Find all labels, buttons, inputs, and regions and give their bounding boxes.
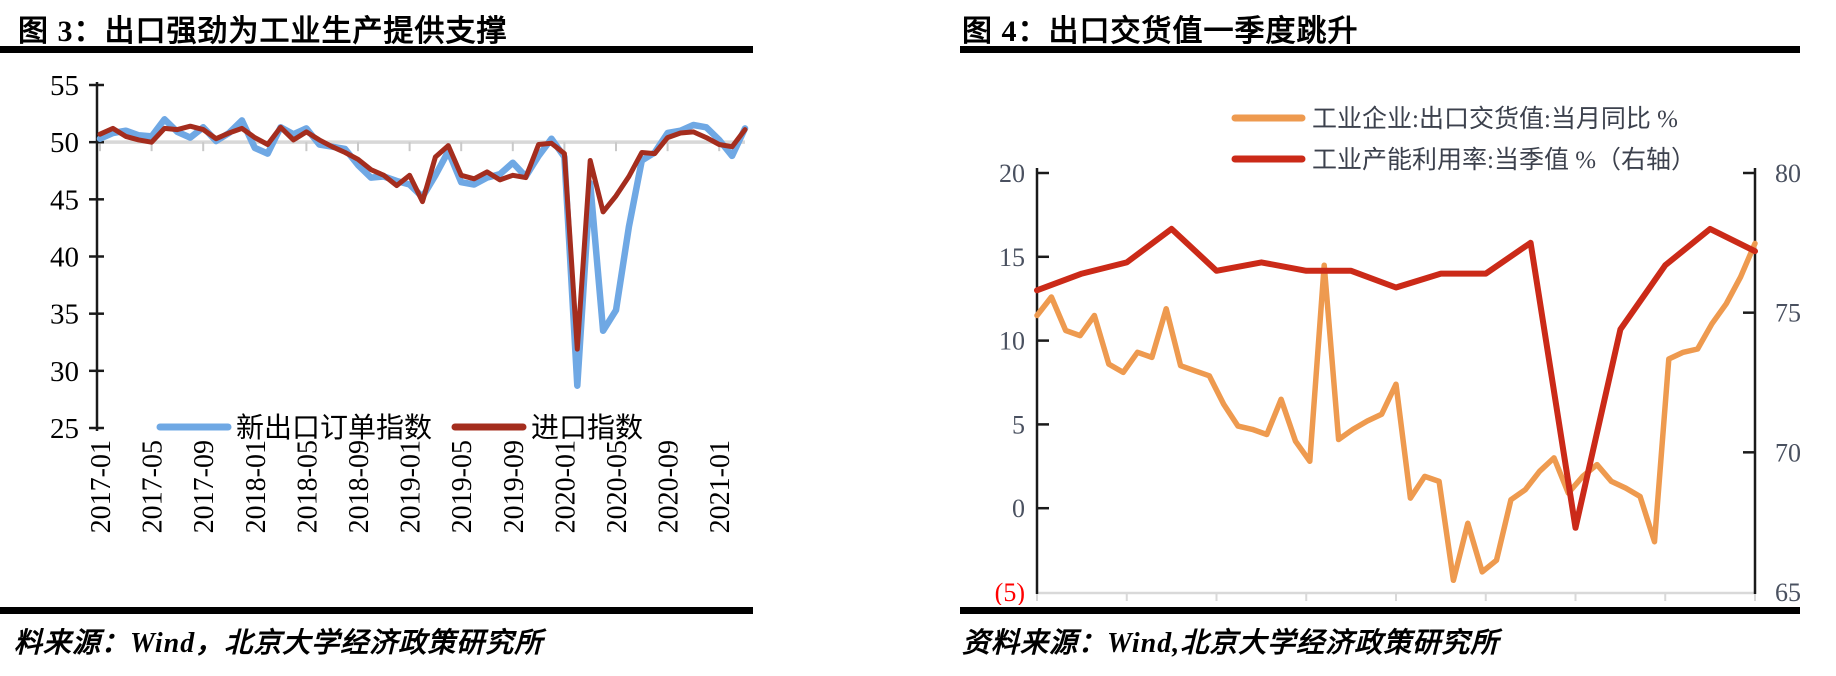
y-tick-label: 45 [50, 184, 79, 216]
y-tick-label: 35 [50, 299, 79, 331]
x-tick-label: 2018-05 [292, 440, 323, 533]
legend-label: 工业产能利用率:当季值 %（右轴） [1312, 146, 1696, 174]
right-y-tick-label: 80 [1775, 159, 1801, 188]
y-tick-label: 55 [50, 70, 79, 102]
x-tick-label: 2017-09 [189, 440, 220, 533]
x-tick-label: 2019-09 [499, 440, 530, 533]
left-y-tick-label: (5) [995, 578, 1025, 605]
series-工业产能利用率:当季值 %（右轴） [1034, 225, 1758, 531]
y-tick-label: 25 [50, 413, 79, 445]
legend-label: 新出口订单指数 [236, 412, 432, 444]
figure-3-bottom-rule [0, 607, 753, 614]
x-tick-label: 2020-01 [550, 440, 581, 533]
right-y-tick-label: 65 [1775, 578, 1801, 605]
x-tick-label: 2019-01 [396, 440, 427, 533]
x-tick-label: 2021-01 [705, 440, 736, 533]
legend-label: 进口指数 [531, 412, 643, 444]
x-tick-label: 2020-05 [602, 440, 633, 533]
figure-4-source: 资料来源：Wind,北京大学经济政策研究所 [962, 628, 1500, 659]
y-tick-label: 50 [50, 127, 79, 159]
series-工业企业:出口交货值:当月同比 % [1034, 240, 1758, 584]
x-tick-label: 2018-01 [241, 440, 272, 533]
figure-4-title: 图 4：出口交货值一季度跳升 [962, 15, 1359, 48]
left-y-tick-label: 5 [1012, 410, 1025, 439]
export-delivery-capacity-chart: 20 15 10 5 0 (5) 80 75 70 65 工业企业:出口交货值:当月同比 % 工业产能… [995, 105, 1801, 605]
legend-label: 工业企业:出口交货值:当月同比 % [1312, 105, 1678, 133]
right-y-tick-label: 70 [1775, 438, 1801, 467]
y-tick-label: 30 [50, 356, 79, 388]
y-tick-label: 40 [50, 241, 79, 273]
series-新出口订单指数 [96, 116, 749, 389]
left-y-tick-label: 15 [999, 243, 1025, 272]
figure-3-panel: 图 3：出口强劲为工业生产提供支撑 55 50 45 40 35 30 25 2017-01 2… [0, 15, 753, 659]
figure-3-title: 图 3：出口强劲为工业生产提供支撑 [18, 15, 508, 48]
left-y-tick-label: 10 [999, 327, 1025, 356]
series-进口指数 [97, 123, 748, 352]
x-tick-label: 2017-01 [86, 440, 117, 533]
right-y-tick-label: 75 [1775, 299, 1801, 328]
figure-4-bottom-rule [960, 607, 1800, 614]
figure-4-top-rule [960, 46, 1800, 53]
x-tick-label: 2019-05 [447, 440, 478, 533]
figure-3-source: 料来源：Wind，北京大学经济政策研究所 [14, 628, 544, 659]
figure-3-top-rule [0, 46, 753, 53]
left-y-tick-label: 0 [1012, 494, 1025, 523]
left-y-tick-label: 20 [999, 159, 1025, 188]
x-tick-label: 2017-05 [138, 440, 169, 533]
figure-4-panel: 图 4：出口交货值一季度跳升 20 15 10 5 0 (5) 80 75 70 65 工业企业:出… [960, 0, 1836, 676]
x-tick-label: 2018-09 [344, 440, 375, 533]
x-tick-label: 2020-09 [654, 440, 685, 533]
